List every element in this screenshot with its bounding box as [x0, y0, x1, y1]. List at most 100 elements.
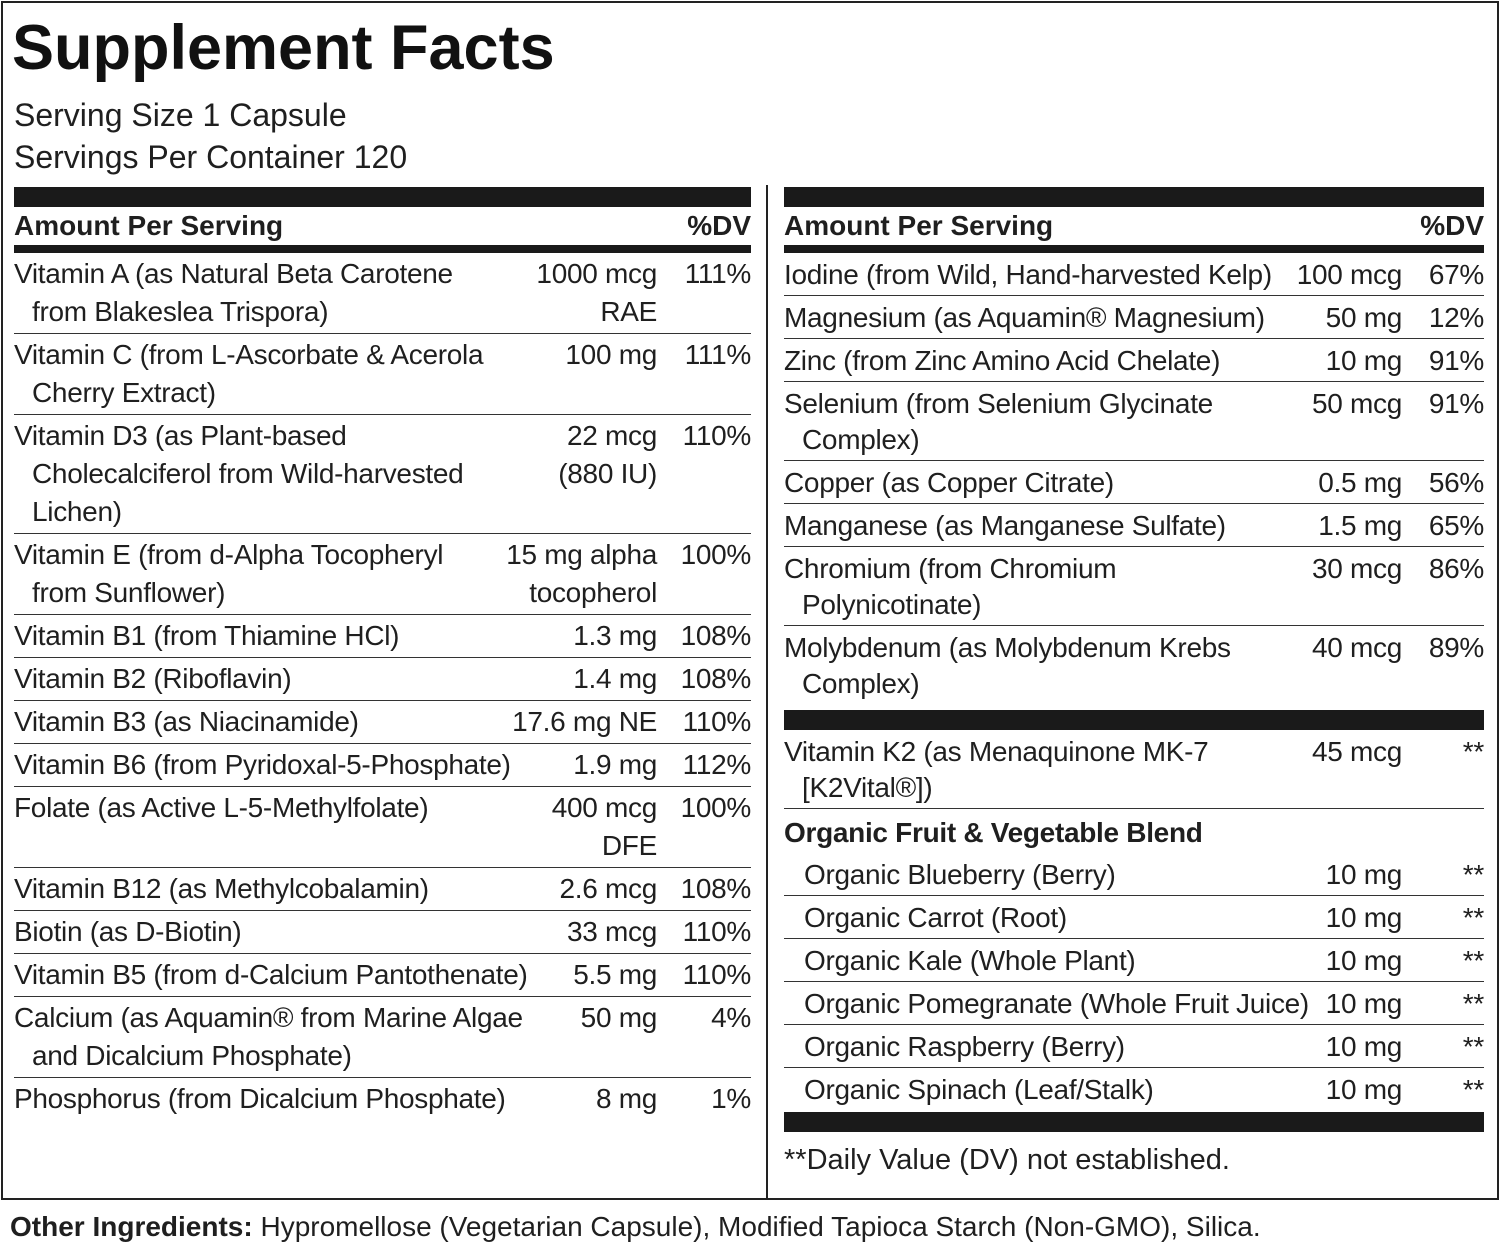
header-amount: Amount Per Serving — [784, 210, 1054, 241]
nutrient-dv: 91% — [1428, 388, 1484, 419]
nutrient-row: Iodine (from Wild, Hand-harvested Kelp) 1… — [784, 253, 1484, 296]
nutrient-amount: 10 mg — [1325, 988, 1403, 1019]
nutrient-name: Phosphorus (from Dicalcium Phosphate) — [14, 1083, 506, 1114]
nutrient-dv: 110% — [682, 916, 752, 947]
nutrient-amount: 10 mg — [1325, 902, 1403, 933]
nutrient-dv: 1% — [711, 1083, 751, 1114]
nutrient-amount: 40 mcg — [1311, 632, 1402, 663]
nutrient-name: Calcium (as Aquamin® from Marine Algae a… — [14, 1002, 523, 1071]
nutrient-row: Organic Pomegranate (Whole Fruit Juice) 1… — [784, 982, 1484, 1025]
nutrient-name: Chromium (from Chromium Polynicotinate) — [784, 553, 1117, 620]
nutrient-row: Organic Raspberry (Berry) 10 mg ** — [784, 1025, 1484, 1068]
nutrient-dv: 91% — [1428, 345, 1484, 376]
label-border — [1, 1, 1499, 1200]
nutrient-dv: 100% — [680, 792, 752, 823]
nutrient-dv: 110% — [682, 706, 752, 737]
nutrient-row: Selenium (from Selenium Glycinate Comple… — [784, 382, 1484, 461]
nutrient-amount: 10 mg — [1325, 1074, 1403, 1105]
nutrient-amount: 50 mg — [580, 1002, 658, 1033]
nutrient-dv: 111% — [684, 258, 752, 289]
nutrient-dv: ** — [1462, 945, 1485, 976]
nutrient-dv: 12% — [1428, 302, 1484, 333]
column-header: Amount Per Serving %DV — [784, 207, 1484, 245]
nutrient-name: Vitamin B6 (from Pyridoxal-5-Phosphate) — [14, 749, 511, 780]
nutrient-amount: 400 mcg DFE — [551, 792, 658, 861]
nutrient-name: Vitamin B12 (as Methylcobalamin) — [14, 873, 429, 904]
nutrient-row: Phosphorus (from Dicalcium Phosphate) 8 m… — [14, 1078, 751, 1120]
nutrient-row: Organic Spinach (Leaf/Stalk) 10 mg ** — [784, 1068, 1484, 1110]
nutrient-amount: 15 mg alpha tocopherol — [506, 539, 657, 608]
nutrient-dv: 108% — [680, 873, 752, 904]
other-label: Other Ingredients: — [10, 1211, 253, 1242]
nutrient-name: Organic Blueberry (Berry) — [804, 859, 1116, 890]
nutrient-amount: 100 mg — [565, 339, 657, 370]
footnote: **Daily Value (DV) not established. — [784, 1144, 1230, 1176]
header-amount: Amount Per Serving — [14, 210, 284, 241]
nutrient-name: Zinc (from Zinc Amino Acid Chelate) — [784, 345, 1221, 376]
nutrient-dv: 67% — [1428, 259, 1484, 290]
nutrient-name: Folate (as Active L-5-Methylfolate) — [14, 792, 429, 823]
nutrient-amount: 10 mg — [1325, 1031, 1403, 1062]
nutrient-amount: 10 mg — [1325, 945, 1403, 976]
nutrient-row: Organic Kale (Whole Plant) 10 mg ** — [784, 939, 1484, 982]
nutrient-name: Organic Pomegranate (Whole Fruit Juice) — [804, 988, 1309, 1019]
nutrient-row: Calcium (as Aquamin® from Marine Algae a… — [14, 997, 751, 1078]
nutrient-amount: 30 mcg — [1311, 553, 1402, 584]
nutrient-row: Vitamin C (from L-Ascorbate & Acerola Ch… — [14, 334, 751, 415]
nutrient-dv: ** — [1462, 736, 1485, 767]
nutrient-name: Manganese (as Manganese Sulfate) — [784, 510, 1226, 541]
nutrient-amount: 50 mg — [1325, 302, 1403, 333]
thick-rule — [14, 187, 751, 207]
nutrient-amount: 10 mg — [1325, 345, 1403, 376]
servings-per-container: Servings Per Container 120 — [14, 139, 408, 175]
nutrient-dv: 89% — [1428, 632, 1484, 663]
nutrient-dv: 108% — [680, 663, 752, 694]
nutrient-row: Vitamin B1 (from Thiamine HCl) 1.3 mg 108% — [14, 615, 751, 658]
nutrient-name: Vitamin B5 (from d-Calcium Pantothenate) — [14, 959, 528, 990]
nutrient-row: Vitamin B3 (as Niacinamide) 17.6 mg NE 110… — [14, 701, 751, 744]
nutrient-dv: ** — [1462, 1031, 1485, 1062]
nutrient-row: Vitamin B12 (as Methylcobalamin) 2.6 mcg 1… — [14, 868, 751, 911]
nutrient-row: Chromium (from Chromium Polynicotinate) 3… — [784, 547, 1484, 626]
nutrient-dv: ** — [1462, 902, 1485, 933]
nutrient-name: Vitamin D3 (as Plant-based Cholecalcifer… — [14, 420, 464, 527]
thick-rule — [784, 187, 1484, 207]
nutrient-amount: 1.9 mg — [573, 749, 657, 780]
nutrient-dv: 111% — [684, 339, 752, 370]
header-dv: %DV — [687, 210, 751, 241]
right-column: Amount Per Serving %DV Iodine (from Wild, … — [784, 187, 1484, 1180]
nutrient-dv: 56% — [1428, 467, 1484, 498]
nutrient-name: Iodine (from Wild, Hand-harvested Kelp) — [784, 259, 1272, 290]
left-column: Amount Per Serving %DV Vitamin A (as Natur… — [14, 187, 751, 1120]
thick-rule — [784, 710, 1484, 730]
thin-rule — [784, 245, 1484, 253]
thick-rule — [784, 1112, 1484, 1132]
nutrient-name: Biotin (as D-Biotin) — [14, 916, 242, 947]
nutrient-dv: 112% — [682, 749, 752, 780]
nutrient-row: Biotin (as D-Biotin) 33 mcg 110% — [14, 911, 751, 954]
column-divider — [766, 185, 768, 1199]
rows: Iodine (from Wild, Hand-harvested Kelp) 1… — [784, 253, 1484, 704]
nutrient-dv: 100% — [680, 539, 752, 570]
nutrient-amount: 45 mcg — [1311, 736, 1402, 767]
nutrient-name: Selenium (from Selenium Glycinate Comple… — [784, 388, 1213, 455]
nutrient-name: Vitamin C (from L-Ascorbate & Acerola Ch… — [14, 339, 484, 408]
nutrient-row: Zinc (from Zinc Amino Acid Chelate) 10 mg… — [784, 339, 1484, 382]
nutrient-row: Vitamin E (from d-Alpha Tocopheryl from … — [14, 534, 751, 615]
nutrient-dv: 110% — [682, 420, 752, 451]
nutrient-amount: 2.6 mcg — [559, 873, 658, 904]
other-text: Hypromellose (Vegetarian Capsule), Modif… — [260, 1211, 1261, 1242]
nutrient-row: Folate (as Active L-5-Methylfolate) 400 m… — [14, 787, 751, 868]
nutrient-amount: 5.5 mg — [573, 959, 657, 990]
nutrient-dv: ** — [1462, 859, 1485, 890]
nutrient-row: Vitamin B5 (from d-Calcium Pantothenate)… — [14, 954, 751, 997]
serving-size: Serving Size 1 Capsule — [14, 97, 347, 133]
title: Supplement Facts — [12, 13, 555, 83]
nutrient-name: Vitamin A (as Natural Beta Carotene from… — [14, 258, 453, 327]
nutrient-name: Copper (as Copper Citrate) — [784, 467, 1114, 498]
nutrient-row: Vitamin A (as Natural Beta Carotene from… — [14, 253, 751, 334]
other-ingredients: Other Ingredients: Hypromellose (Vegetar… — [10, 1208, 1261, 1246]
nutrient-amount: 10 mg — [1325, 859, 1403, 890]
nutrient-name: Organic Raspberry (Berry) — [804, 1031, 1125, 1062]
header-dv: %DV — [1420, 210, 1484, 241]
